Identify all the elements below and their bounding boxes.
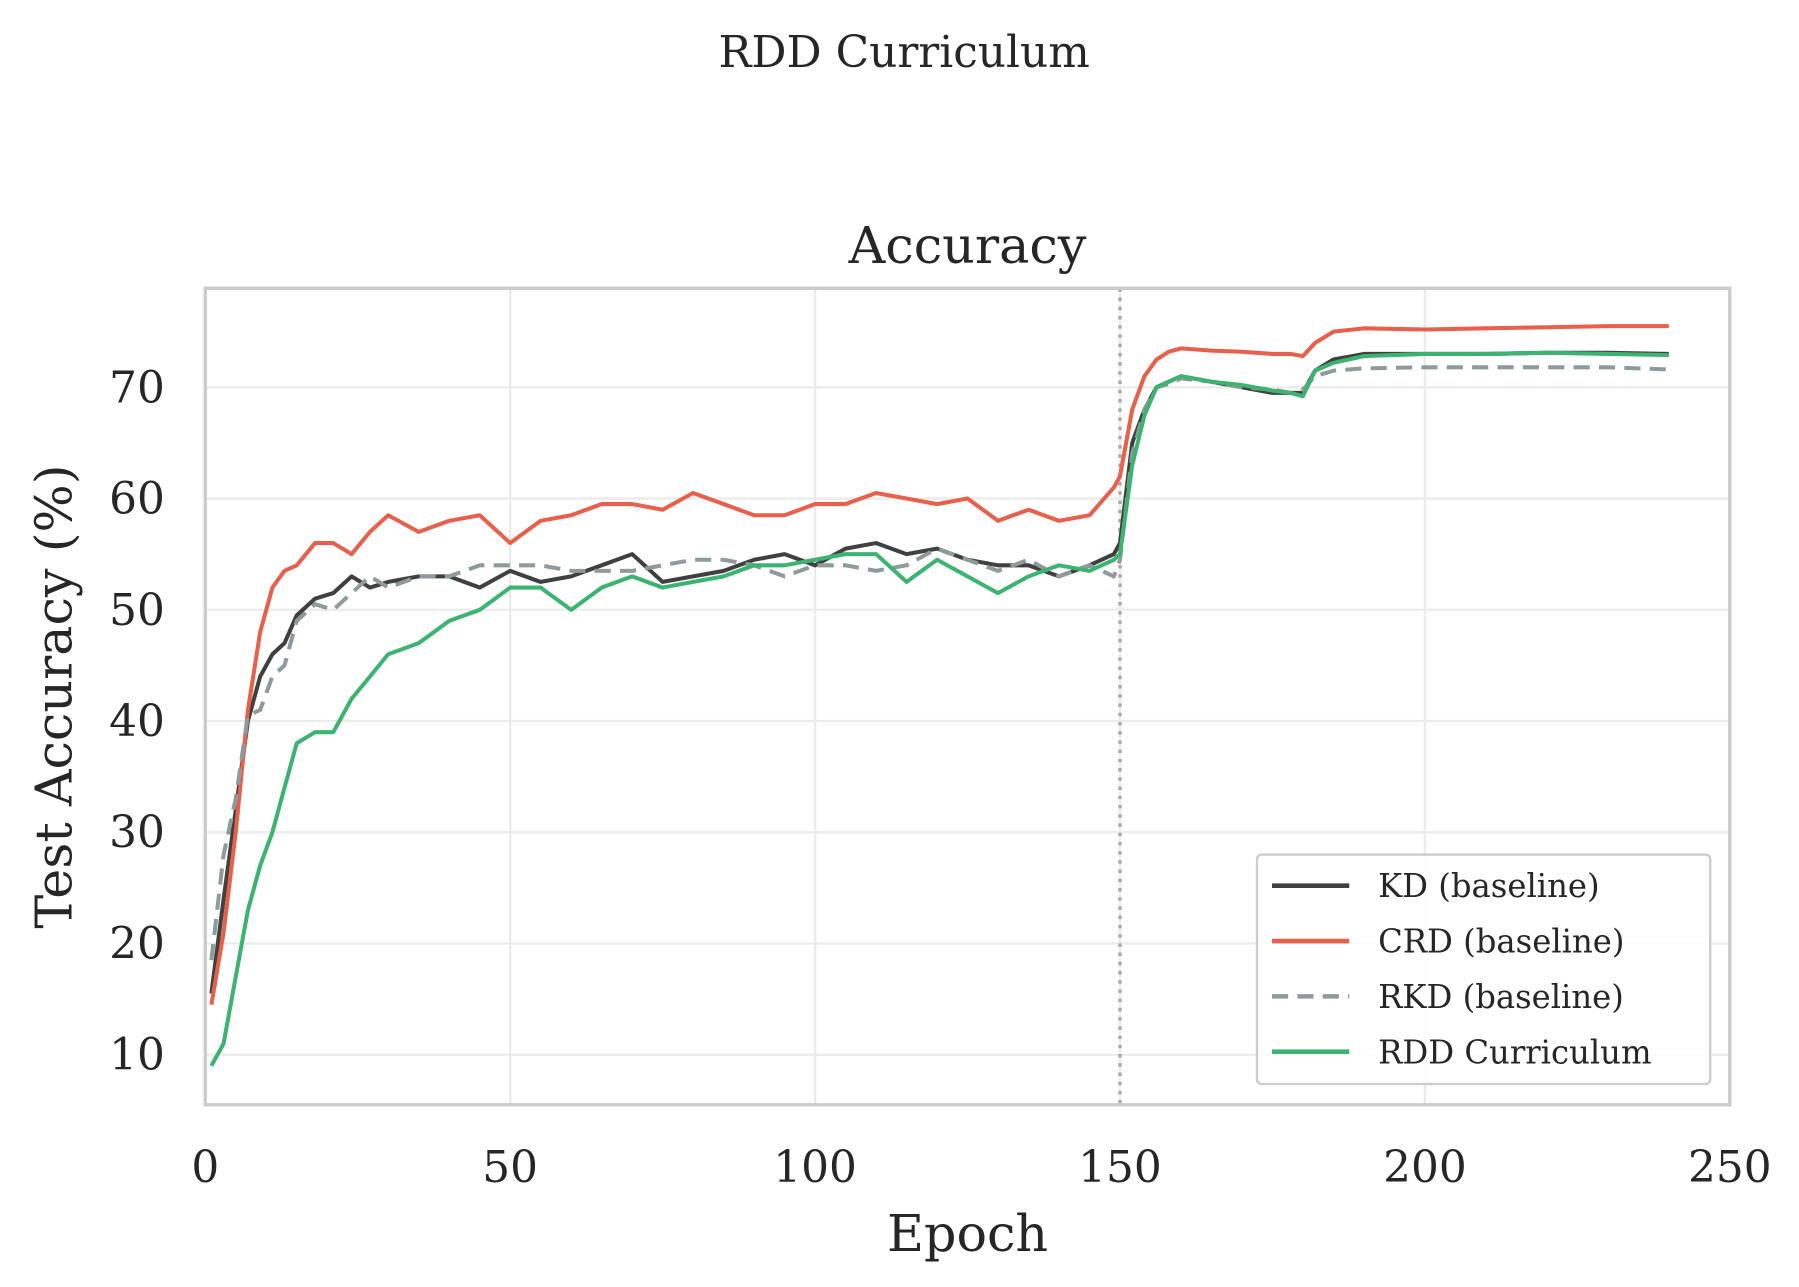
y-tick-label: 60 — [109, 474, 165, 525]
y-axis-label: Test Accuracy (%) — [24, 464, 83, 928]
x-tick-label: 200 — [1383, 1142, 1467, 1193]
plot-frame — [203, 286, 1732, 1107]
axes-title: Accuracy — [848, 216, 1087, 275]
x-tick-label: 0 — [191, 1142, 219, 1193]
x-tick-label: 250 — [1688, 1142, 1772, 1193]
y-tick-label: 70 — [109, 362, 165, 413]
legend-label: KD (baseline) — [1378, 867, 1599, 905]
legend-label: RDD Curriculum — [1378, 1033, 1651, 1071]
x-axis-label: Epoch — [887, 1204, 1048, 1263]
y-tick-label: 20 — [109, 918, 165, 969]
figure-suptitle: RDD Curriculum — [718, 27, 1089, 78]
legend-label: CRD (baseline) — [1378, 923, 1624, 961]
series-lines — [209, 324, 1669, 1067]
y-tick-label: 50 — [109, 585, 165, 636]
legend-box — [1255, 853, 1712, 1086]
y-tick-label: 40 — [109, 696, 165, 747]
x-tick-label: 100 — [773, 1142, 857, 1193]
ticks: 0 50 100 150 200 250 10 20 30 40 50 60 70 — [109, 362, 1771, 1193]
x-tick-label: 50 — [482, 1142, 538, 1193]
legend-label: RKD (baseline) — [1378, 978, 1624, 1016]
legend: KD (baseline) CRD (baseline) RKD (baseline… — [1255, 853, 1712, 1086]
y-tick-label: 10 — [109, 1030, 165, 1081]
y-tick-label: 30 — [109, 807, 165, 858]
series-line-crd-baseline — [209, 324, 1669, 1006]
series-line-rdd-curriculum — [209, 350, 1669, 1067]
x-tick-label: 150 — [1078, 1142, 1162, 1193]
